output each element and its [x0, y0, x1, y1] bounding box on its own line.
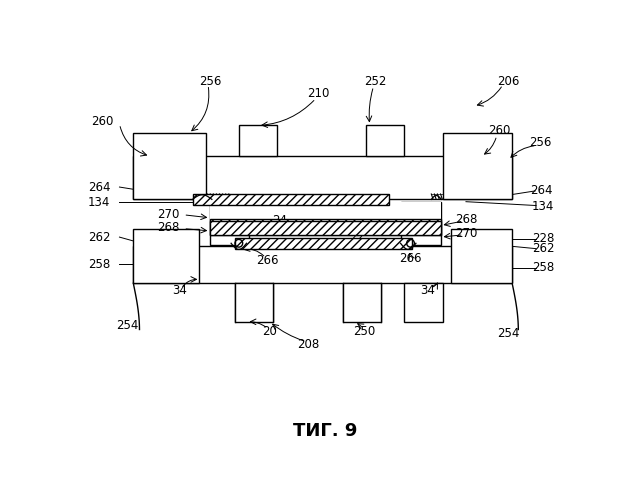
Bar — [133, 156, 512, 198]
Bar — [210, 202, 249, 245]
Text: 20: 20 — [262, 324, 277, 338]
Text: 254: 254 — [497, 327, 519, 340]
Bar — [133, 246, 512, 284]
Text: 262: 262 — [88, 230, 110, 243]
Bar — [404, 284, 443, 322]
Text: 270: 270 — [455, 227, 477, 240]
Bar — [192, 194, 389, 205]
Text: 210: 210 — [307, 88, 330, 101]
Bar — [235, 238, 412, 248]
Text: 252: 252 — [364, 75, 386, 88]
Text: 256: 256 — [530, 136, 552, 149]
Text: 228: 228 — [531, 232, 554, 245]
Bar — [451, 230, 512, 283]
Text: ΤИГ. 9: ΤИГ. 9 — [293, 422, 358, 440]
Text: 260: 260 — [91, 115, 113, 128]
Text: 206: 206 — [497, 75, 519, 88]
Text: 208: 208 — [297, 338, 319, 351]
Bar — [343, 284, 381, 322]
Text: 268: 268 — [455, 213, 477, 226]
Bar — [133, 230, 199, 283]
Bar — [401, 202, 441, 245]
Text: 254: 254 — [116, 319, 138, 332]
Text: 260: 260 — [488, 124, 511, 138]
Text: 24: 24 — [272, 214, 287, 226]
Bar — [239, 126, 277, 156]
Bar — [210, 221, 441, 235]
Bar — [133, 133, 206, 198]
Bar — [235, 284, 274, 322]
Text: 250: 250 — [353, 324, 375, 338]
Text: 34: 34 — [172, 284, 187, 298]
Text: 268: 268 — [157, 222, 180, 234]
Text: 258: 258 — [88, 258, 110, 270]
Text: 264: 264 — [530, 184, 552, 198]
Bar — [443, 133, 512, 198]
Text: 34: 34 — [420, 284, 435, 298]
Text: 22: 22 — [349, 230, 364, 243]
Text: 266: 266 — [399, 252, 422, 265]
Text: 256: 256 — [199, 75, 222, 88]
Bar — [210, 220, 441, 235]
Bar — [210, 202, 441, 235]
Text: 264: 264 — [88, 180, 110, 194]
Bar — [366, 126, 404, 156]
Text: 134: 134 — [88, 196, 110, 209]
Text: 266: 266 — [256, 254, 279, 266]
Text: 270: 270 — [157, 208, 180, 220]
Text: 262: 262 — [531, 242, 554, 255]
Text: 134: 134 — [531, 200, 554, 213]
Text: 258: 258 — [532, 262, 554, 274]
